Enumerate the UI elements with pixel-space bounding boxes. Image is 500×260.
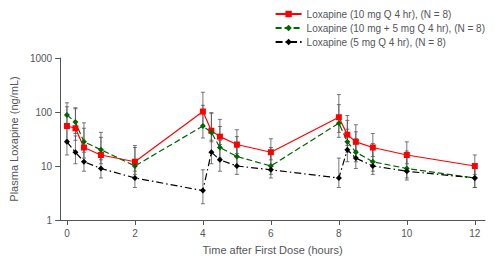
svg-text:6: 6 <box>268 228 274 239</box>
svg-text:Time after First Dose (hours): Time after First Dose (hours) <box>202 244 342 256</box>
svg-text:10: 10 <box>41 161 53 172</box>
svg-text:Loxapine (10 mg + 5 mg Q 4 hr): Loxapine (10 mg + 5 mg Q 4 hr), (N = 8) <box>307 23 485 34</box>
svg-text:Loxapine (5 mg Q 4 hr), (N = 8: Loxapine (5 mg Q 4 hr), (N = 8) <box>307 37 446 48</box>
svg-text:8: 8 <box>336 228 342 239</box>
svg-text:2: 2 <box>132 228 138 239</box>
svg-text:Plasma Loxapine (ng/mL): Plasma Loxapine (ng/mL) <box>8 76 20 201</box>
svg-text:1000: 1000 <box>30 53 53 64</box>
svg-text:12: 12 <box>469 228 481 239</box>
svg-text:100: 100 <box>35 107 52 118</box>
svg-text:1: 1 <box>47 215 53 226</box>
svg-text:4: 4 <box>200 228 206 239</box>
svg-text:0: 0 <box>64 228 70 239</box>
svg-text:10: 10 <box>401 228 413 239</box>
svg-text:Loxapine (10 mg Q 4 hr), (N =: Loxapine (10 mg Q 4 hr), (N = 8) <box>307 9 452 20</box>
